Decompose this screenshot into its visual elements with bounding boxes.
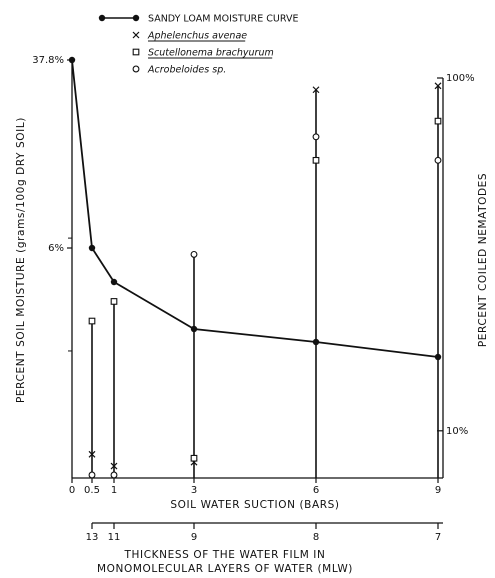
x-axis-title: SOIL WATER SUCTION (BARS)	[170, 499, 339, 511]
x-tick-label: 0	[69, 485, 75, 496]
secondary-x-tick-label: 7	[435, 532, 441, 543]
legend-marker	[132, 31, 140, 39]
secondary-x-tick-label: 13	[86, 532, 99, 543]
scutellonema-marker	[88, 317, 96, 325]
y-left-tick-label: 6%	[48, 243, 64, 254]
y-left-tick-label: 37.8%	[32, 55, 64, 66]
moisture-point	[88, 244, 96, 252]
legend-marker	[132, 48, 140, 56]
secondary-x-tick-label: 9	[191, 532, 197, 543]
x-tick-label: 1	[111, 485, 117, 496]
legend-marker	[98, 14, 106, 22]
legend-label: Scutellonema brachyurum	[148, 48, 274, 59]
moisture-point	[68, 56, 76, 64]
aphelenchus-marker	[110, 462, 118, 470]
legend-label: Acrobeloides sp.	[147, 65, 226, 76]
aphelenchus-marker	[312, 86, 320, 94]
y-right-tick-label: 10%	[446, 426, 468, 437]
moisture-point	[190, 325, 198, 333]
scutellonema-marker	[434, 117, 442, 125]
scutellonema-marker	[110, 298, 118, 305]
aphelenchus-marker	[434, 82, 442, 90]
moisture-point	[312, 338, 320, 346]
y-right-axis-title: PERCENT COILED NEMATODES	[477, 173, 489, 347]
scutellonema-marker	[190, 454, 198, 462]
moisture-curve-line	[71, 59, 439, 358]
secondary-x-tick-label: 11	[108, 532, 121, 543]
secondary-x-axis-title-line1: THICKNESS OF THE WATER FILM IN	[124, 549, 326, 561]
x-tick-label: 3	[191, 485, 197, 496]
moisture-curve	[68, 56, 442, 361]
secondary-x-axis-title-line2: MONOMOLECULAR LAYERS OF WATER (MLW)	[97, 563, 353, 575]
legend: SANDY LOAM MOISTURE CURVE Aphelenchus ave…	[98, 14, 298, 76]
legend-marker	[132, 65, 140, 73]
legend-label: Aphelenchus avenae	[147, 31, 247, 42]
nematode-markers	[88, 82, 442, 479]
legend-marker	[132, 14, 140, 22]
axis-labels: SOIL WATER SUCTION (BARS) THICKNESS OF TH…	[15, 117, 489, 575]
acrobeloides-marker	[110, 471, 118, 479]
acrobeloides-marker	[190, 250, 198, 258]
x-tick-label: 6	[313, 485, 319, 496]
vertical-guides	[91, 85, 439, 478]
axes: 100%10%37.8%6%0 0.5 1 3 6 913 11 9 8 7	[32, 55, 474, 543]
y-left-axis-title: PERCENT SOIL MOISTURE (grams/100g DRY SO…	[15, 117, 27, 403]
legend-label: SANDY LOAM MOISTURE CURVE	[148, 14, 298, 25]
acrobeloides-marker	[434, 156, 442, 164]
moisture-point	[434, 353, 442, 361]
x-tick-label: 0.5	[84, 485, 100, 496]
x-tick-label: 9	[435, 485, 441, 496]
acrobeloides-marker	[312, 133, 320, 141]
acrobeloides-marker	[88, 471, 96, 479]
scutellonema-marker	[312, 156, 320, 164]
aphelenchus-marker	[88, 450, 96, 458]
y-right-tick-label: 100%	[446, 73, 475, 84]
moisture-point	[110, 278, 118, 286]
secondary-x-tick-label: 8	[313, 532, 319, 543]
